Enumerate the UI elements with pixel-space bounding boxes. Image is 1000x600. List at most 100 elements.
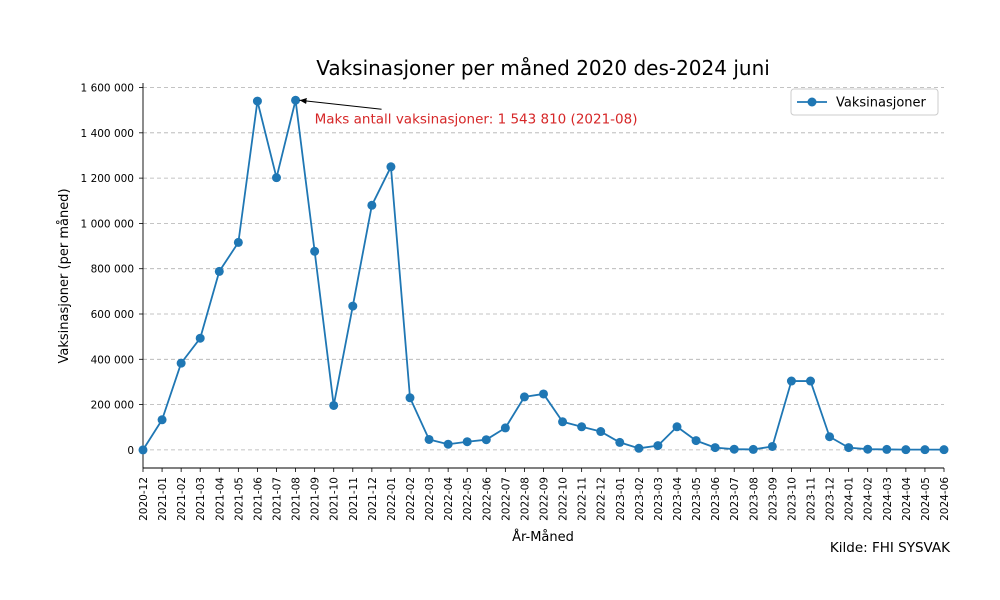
data-point — [710, 443, 720, 453]
x-tick-label: 2024-03 — [882, 477, 894, 521]
data-point — [233, 237, 243, 247]
x-tick-label: 2023-07 — [729, 477, 741, 521]
series-vaksinasjoner — [138, 95, 949, 455]
x-tick-label: 2021-08 — [291, 477, 303, 521]
data-point — [252, 96, 262, 106]
x-tick-label: 2023-05 — [691, 477, 703, 521]
data-point — [691, 436, 701, 446]
x-axis-label: År-Måned — [512, 529, 574, 545]
x-tick-label: 2022-03 — [424, 477, 436, 521]
x-tick-label: 2021-01 — [157, 477, 169, 521]
data-point — [920, 445, 930, 455]
data-point — [195, 333, 205, 343]
data-point — [367, 200, 377, 210]
x-tick-label: 2023-03 — [653, 477, 665, 521]
x-tick-label: 2024-05 — [920, 477, 932, 521]
x-tick-label: 2023-10 — [786, 477, 798, 521]
data-point — [806, 376, 815, 386]
data-point — [462, 437, 472, 447]
data-point — [653, 441, 663, 451]
x-tick-label: 2024-01 — [844, 477, 856, 521]
data-point — [443, 439, 453, 449]
data-point — [291, 95, 301, 105]
x-tick-label: 2021-09 — [310, 477, 322, 521]
x-tick-label: 2023-06 — [710, 477, 722, 521]
annotation-arrow — [299, 98, 382, 110]
y-tick-label: 0 — [127, 445, 134, 457]
data-point — [348, 301, 358, 311]
legend: Vaksinasjoner — [790, 88, 939, 116]
data-point — [767, 441, 777, 451]
data-point — [882, 444, 892, 454]
x-tick-label: 2020-12 — [138, 477, 150, 521]
x-tick-label: 2021-04 — [214, 477, 226, 521]
x-tick-label: 2021-05 — [233, 477, 245, 521]
x-tick-label: 2023-09 — [767, 477, 779, 521]
data-point — [863, 444, 873, 454]
x-tick-label: 2021-03 — [195, 477, 207, 521]
data-point — [329, 400, 339, 410]
x-tick-label: 2024-06 — [939, 477, 951, 521]
legend-marker-swatch — [807, 97, 817, 107]
x-tick-label: 2021-10 — [329, 477, 341, 521]
axes — [142, 83, 944, 469]
data-point — [519, 392, 529, 402]
y-tick-label: 1 000 000 — [81, 218, 134, 230]
data-point — [405, 393, 415, 403]
x-tick-label: 2022-09 — [539, 477, 551, 521]
x-tick-label: 2022-08 — [519, 477, 531, 521]
x-tick-label: 2023-12 — [825, 477, 837, 521]
data-point — [786, 376, 796, 386]
x-tick-label: 2022-05 — [462, 477, 474, 521]
x-tick-label: 2022-01 — [386, 477, 398, 521]
y-tick-label: 200 000 — [91, 400, 134, 412]
x-tick-label: 2021-06 — [252, 477, 264, 521]
data-point — [577, 422, 587, 432]
y-tick-label: 1 200 000 — [81, 173, 134, 185]
data-point — [596, 427, 606, 437]
data-point — [272, 173, 281, 183]
data-point — [138, 445, 148, 455]
y-tick-label: 800 000 — [91, 264, 134, 276]
y-tick-label: 600 000 — [91, 309, 134, 321]
chart-title: Vaksinasjoner per måned 2020 des-2024 ju… — [316, 56, 770, 80]
data-point — [386, 162, 396, 172]
x-tick-label: 2022-02 — [405, 477, 417, 521]
x-tick-label: 2023-11 — [806, 477, 818, 521]
x-tick-label: 2022-12 — [596, 477, 608, 521]
data-point — [615, 437, 625, 447]
x-tick-label: 2022-04 — [443, 477, 455, 521]
data-point — [729, 444, 739, 454]
legend-label: Vaksinasjoner — [836, 96, 927, 111]
data-point — [634, 443, 644, 453]
data-point — [481, 435, 491, 445]
max-annotation: Maks antall vaksinasjoner: 1 543 810 (20… — [299, 98, 638, 127]
data-point — [748, 444, 758, 454]
x-tick-label: 2022-06 — [481, 477, 493, 521]
x-tick-label: 2024-02 — [863, 477, 875, 521]
data-point — [424, 434, 434, 444]
x-tick-label: 2023-08 — [748, 477, 760, 521]
annotation-text: Maks antall vaksinasjoner: 1 543 810 (20… — [315, 111, 638, 127]
y-axis-ticks: 0 200 000 400 000 600 000 800 000 1 000 000 1 … — [81, 83, 143, 457]
data-point — [214, 266, 224, 276]
x-tick-label: 2023-01 — [615, 477, 627, 521]
data-point — [844, 443, 854, 453]
data-point — [825, 432, 835, 442]
y-tick-label: 1 400 000 — [81, 128, 134, 140]
x-tick-label: 2021-11 — [348, 477, 360, 521]
x-tick-label: 2023-02 — [634, 477, 646, 521]
x-tick-label: 2024-04 — [901, 477, 913, 521]
x-tick-label: 2023-04 — [672, 477, 684, 521]
data-point — [310, 246, 320, 256]
x-tick-label: 2022-11 — [577, 477, 589, 521]
x-tick-label: 2021-02 — [176, 477, 188, 521]
x-axis-ticks: 2020-12 2021-01 2021-02 2021-03 2021-04 2021-… — [138, 468, 951, 521]
y-tick-label: 400 000 — [91, 354, 134, 366]
data-point — [539, 389, 548, 399]
data-point — [157, 415, 167, 425]
x-tick-label: 2021-07 — [272, 477, 284, 521]
x-tick-label: 2022-10 — [558, 477, 570, 521]
y-axis-label: Vaksinasjoner (per måned) — [57, 188, 72, 363]
